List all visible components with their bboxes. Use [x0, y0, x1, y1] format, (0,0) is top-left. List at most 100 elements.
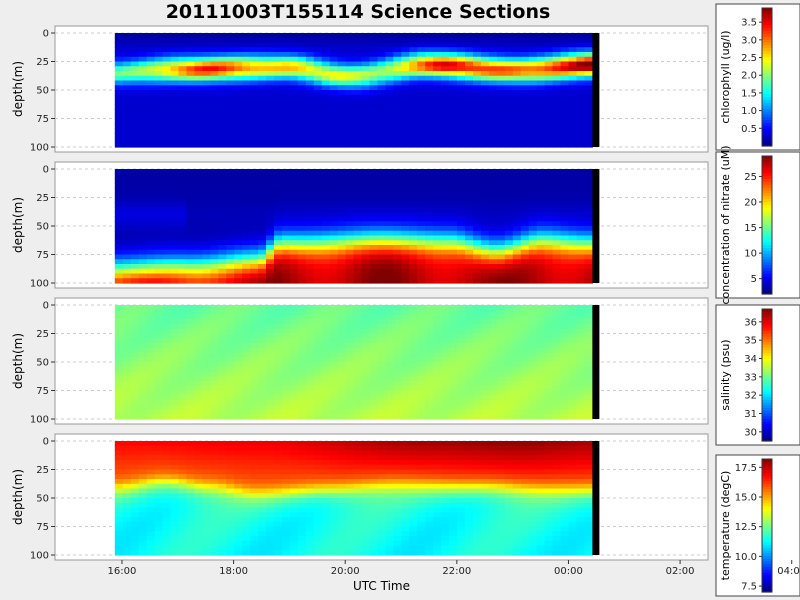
heatmap-cell — [226, 245, 235, 251]
heatmap-cell — [552, 226, 562, 232]
heatmap-cell — [552, 132, 562, 139]
heatmap-cell — [393, 118, 402, 124]
heatmap-cell — [170, 550, 180, 556]
heatmap-cell — [281, 211, 291, 218]
heatmap-cell — [170, 42, 180, 48]
heatmap-cell — [210, 357, 219, 363]
heatmap-cell — [114, 94, 124, 101]
heatmap-cell — [114, 221, 124, 227]
heatmap-cell — [202, 142, 211, 148]
heatmap-cell — [297, 324, 307, 330]
heatmap-cell — [441, 173, 450, 180]
heatmap-cell — [178, 309, 188, 316]
heatmap-cell — [242, 264, 251, 270]
heatmap-cell — [393, 202, 402, 208]
heatmap-cell — [234, 498, 243, 504]
heatmap-cell — [369, 366, 379, 373]
heatmap-cell — [544, 278, 554, 284]
heatmap-cell — [329, 264, 339, 270]
heatmap-cell — [409, 211, 418, 218]
heatmap-cell — [321, 123, 331, 129]
heatmap-cell — [361, 216, 371, 222]
colorbar-frame — [715, 304, 800, 446]
heatmap-cell — [266, 71, 275, 77]
heatmap-cell — [114, 395, 124, 401]
heatmap-cell — [457, 390, 466, 396]
heatmap-cell — [504, 259, 514, 265]
heatmap-cell — [409, 333, 418, 339]
heatmap-cell — [218, 540, 227, 547]
heatmap-cell — [353, 230, 363, 237]
heatmap-cell — [218, 324, 227, 330]
heatmap-cell — [162, 357, 172, 363]
heatmap-cell — [329, 56, 339, 63]
heatmap-cell — [512, 61, 522, 67]
heatmap-cell — [194, 493, 203, 499]
heatmap-cell — [337, 132, 347, 139]
heatmap-cell — [114, 319, 124, 325]
heatmap-cell — [480, 37, 490, 44]
heatmap-cell — [369, 259, 379, 265]
heatmap-cell — [274, 109, 283, 115]
heatmap-cell — [337, 216, 347, 222]
heatmap-cell — [401, 188, 410, 194]
heatmap-cell — [528, 71, 538, 77]
heatmap-cell — [488, 37, 498, 44]
heatmap-cell — [154, 347, 164, 354]
heatmap-cell — [297, 183, 307, 189]
colorbar-swatch — [762, 173, 772, 177]
heatmap-cell — [210, 400, 219, 406]
heatmap-cell — [393, 319, 402, 325]
heatmap-cell — [361, 61, 371, 67]
heatmap-cell — [441, 33, 450, 39]
heatmap-cell — [433, 183, 442, 189]
heatmap-cell — [353, 109, 363, 115]
heatmap-cell — [146, 507, 156, 513]
heatmap-cell — [361, 80, 371, 86]
heatmap-cell — [528, 333, 538, 339]
heatmap-cell — [504, 128, 514, 134]
heatmap-cell — [568, 362, 578, 368]
heatmap-cell — [242, 249, 251, 256]
heatmap-cell — [321, 268, 331, 275]
heatmap-cell — [385, 137, 394, 143]
heatmap-cell — [114, 460, 124, 466]
heatmap-cell — [465, 47, 474, 53]
heatmap-cell — [361, 357, 371, 363]
colorbar-swatch — [762, 213, 772, 217]
heatmap-cell — [305, 61, 315, 67]
heatmap-cell — [202, 521, 211, 528]
heatmap-cell — [417, 173, 426, 180]
heatmap-cell — [281, 385, 291, 392]
heatmap-cell — [528, 128, 538, 134]
heatmap-cell — [449, 414, 458, 420]
heatmap-cell — [178, 521, 188, 528]
heatmap-cell — [122, 385, 132, 392]
heatmap-cell — [576, 333, 586, 339]
heatmap-cell — [170, 80, 180, 86]
heatmap-cell — [441, 273, 450, 279]
colorbar-swatch — [762, 268, 772, 272]
heatmap-cell — [353, 404, 363, 411]
heatmap-cell — [528, 254, 538, 260]
heatmap-cell — [242, 550, 251, 556]
heatmap-cell — [457, 240, 466, 246]
heatmap-cell — [138, 47, 148, 53]
heatmap-cell — [250, 183, 259, 189]
heatmap-cell — [114, 249, 124, 256]
heatmap-cell — [401, 216, 410, 222]
heatmap-cell — [274, 128, 283, 134]
heatmap-cell — [186, 460, 196, 466]
heatmap-cell — [488, 188, 498, 194]
colorbar-swatch — [762, 230, 772, 235]
heatmap-cell — [313, 90, 323, 96]
heatmap-cell — [433, 245, 442, 251]
heatmap-cell — [130, 221, 140, 227]
heatmap-cell — [584, 221, 593, 227]
heatmap-cell — [186, 488, 196, 494]
heatmap-cell — [226, 464, 235, 471]
heatmap-cell — [154, 183, 164, 189]
heatmap-cell — [162, 113, 172, 120]
heatmap-cell — [170, 245, 180, 251]
heatmap-cell — [321, 357, 331, 363]
